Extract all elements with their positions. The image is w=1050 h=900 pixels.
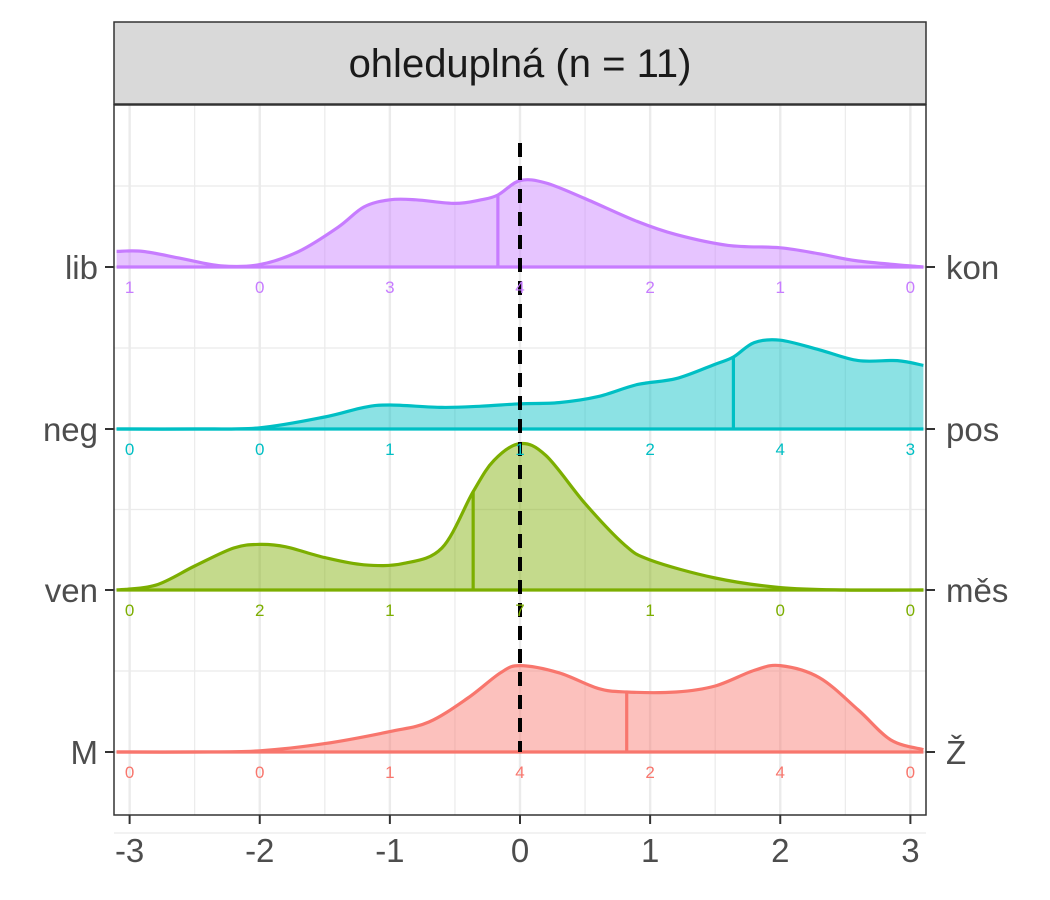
count-label: 2 (255, 601, 264, 620)
count-label: 2 (645, 440, 654, 459)
left-pole-label: ven (45, 572, 98, 609)
x-tick-label: -1 (375, 832, 404, 869)
count-label: 1 (645, 601, 654, 620)
panel-title: ohleduplná (n = 11) (349, 42, 692, 86)
count-label: 0 (776, 601, 785, 620)
right-pole-label: měs (946, 572, 1008, 609)
count-label: 4 (515, 763, 524, 782)
x-tick-label: 3 (901, 832, 919, 869)
count-label: 3 (906, 440, 915, 459)
left-pole-label: M (71, 734, 99, 771)
density-curve (116, 663, 924, 754)
plot-panel: 0 0 1 4 2 4 0 0 2 1 7 1 0 0 0 0 1 1 2 4 3 1 0 3 4 2 1 0 (113, 104, 927, 834)
count-label: 0 (125, 440, 134, 459)
count-label: 0 (255, 278, 264, 297)
x-tick-label: 0 (511, 832, 529, 869)
count-label: 1 (385, 763, 394, 782)
count-label: 4 (515, 278, 524, 297)
count-label: 0 (125, 601, 134, 620)
count-label: 4 (776, 440, 785, 459)
density-curve (116, 441, 924, 592)
count-label: 0 (906, 763, 915, 782)
left-pole-label: neg (43, 411, 98, 448)
count-label: 1 (385, 601, 394, 620)
count-label: 0 (255, 763, 264, 782)
x-tick-label: 2 (771, 832, 789, 869)
left-pole-label: lib (65, 249, 98, 286)
x-tick-label: 1 (641, 832, 659, 869)
right-pole-label: Ž (946, 734, 966, 771)
count-label: 7 (515, 601, 524, 620)
panel-strip: ohleduplná (n = 11) (113, 21, 927, 105)
count-label: 0 (906, 601, 915, 620)
count-labels: 0 0 1 4 2 4 0 0 2 1 7 1 0 0 0 0 1 1 2 4 3 1 0 3 4 2 1 0 (125, 278, 915, 782)
count-label: 0 (255, 440, 264, 459)
count-label: 2 (645, 763, 654, 782)
x-axis: -3 -2 -1 0 1 2 3 (115, 815, 920, 869)
count-label: 0 (906, 278, 915, 297)
count-label: 1 (385, 440, 394, 459)
count-label: 1 (125, 278, 134, 297)
x-tick-label: -3 (115, 832, 144, 869)
panel-strip-background (113, 21, 927, 105)
right-pole-label: kon (946, 249, 999, 286)
x-tick-label: -2 (245, 832, 274, 869)
count-label: 4 (776, 763, 785, 782)
right-pole-label: pos (946, 411, 999, 448)
count-label: 1 (776, 278, 785, 297)
count-label: 1 (515, 440, 524, 459)
count-label: 3 (385, 278, 394, 297)
count-label: 2 (645, 278, 654, 297)
count-label: 0 (125, 763, 134, 782)
density-curve (116, 338, 924, 431)
